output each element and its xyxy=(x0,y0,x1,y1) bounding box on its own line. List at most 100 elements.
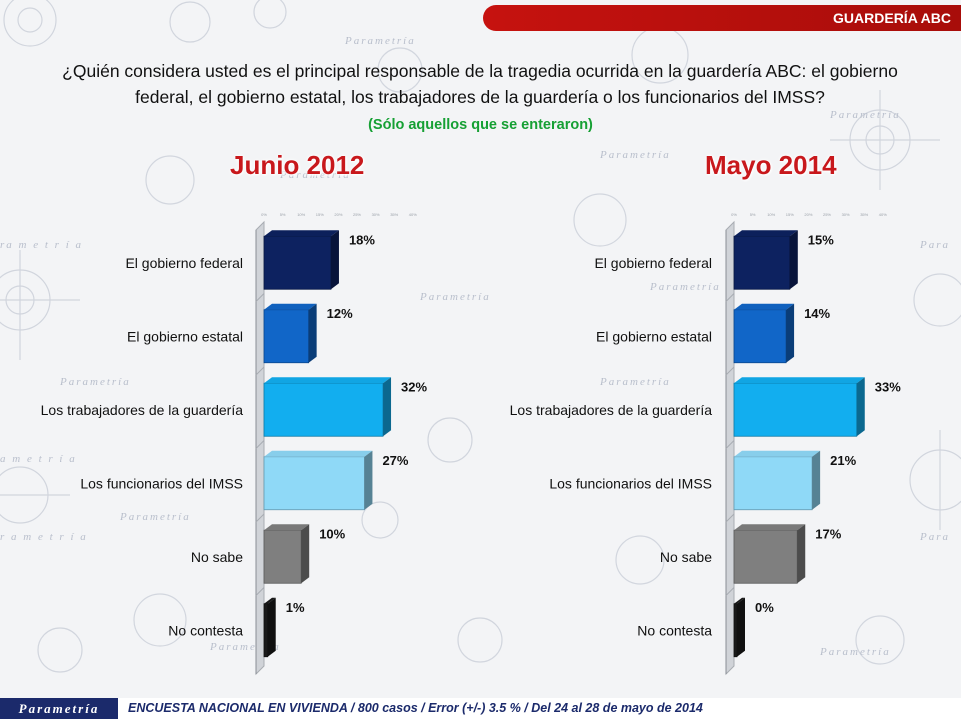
bar-side-face xyxy=(812,450,821,510)
filter-note: (Sólo aquellos que se enteraron) xyxy=(368,117,593,133)
bar-top-face xyxy=(264,450,373,457)
chart-tick-label: 20% xyxy=(804,212,812,217)
bar-1-3 xyxy=(733,456,813,511)
bar-0-2 xyxy=(263,382,384,437)
bar-side-face xyxy=(301,524,310,584)
bar-top-face xyxy=(734,450,821,457)
bar-side-face xyxy=(789,230,798,290)
category-label: Los funcionarios del IMSS xyxy=(80,475,243,491)
chart-tick-label: 35% xyxy=(860,212,868,217)
value-label: 0% xyxy=(755,600,774,615)
svg-text:Parametría: Parametría xyxy=(279,169,351,181)
chart-row-divider xyxy=(725,293,735,302)
svg-text:r a m e t r í a: r a m e t r í a xyxy=(0,531,88,543)
bar-0-5 xyxy=(263,603,269,658)
bar-charts: 0% 5% 10% 15% 20% 25% 30% 35% 40% El gobierno fed… xyxy=(41,212,901,676)
footer-bar: Parametría ENCUESTA NACIONAL EN VIVIENDA… xyxy=(0,698,961,721)
svg-text:Parametría: Parametría xyxy=(119,511,191,523)
bar-top-face xyxy=(734,377,865,384)
bar-1-2 xyxy=(733,382,858,437)
chart-row-divider xyxy=(255,366,265,376)
chart-tick-label: 35% xyxy=(390,212,398,217)
chart-tick-label: 25% xyxy=(823,212,831,217)
category-label: El gobierno federal xyxy=(125,255,243,271)
category-label: Los funcionarios del IMSS xyxy=(549,475,712,491)
value-label: 1% xyxy=(286,600,305,615)
category-label: No sabe xyxy=(660,549,712,565)
bar-side-face xyxy=(330,230,339,290)
chart-tick-label: 10% xyxy=(297,212,305,217)
svg-text:Parametría: Parametría xyxy=(344,35,416,47)
bar-top-face xyxy=(264,303,317,310)
bar-0-3 xyxy=(263,456,365,511)
value-label: 12% xyxy=(327,306,353,321)
chart-row-divider xyxy=(725,587,735,596)
chart-title-junio-2012: Junio 2012 xyxy=(230,150,365,180)
chart-tick-label: 30% xyxy=(372,212,380,217)
bar-top-face xyxy=(264,377,392,384)
bar-1-0 xyxy=(733,235,791,290)
svg-text:Parametría: Parametría xyxy=(819,646,891,658)
chart-tick-label: 30% xyxy=(842,212,850,217)
category-label: El gobierno estatal xyxy=(596,328,712,344)
category-label: Los trabajadores de la guardería xyxy=(510,402,713,418)
chart-tick-label: 40% xyxy=(879,212,887,217)
chart-title-mayo-2014: Mayo 2014 xyxy=(705,150,837,180)
category-label: El gobierno estatal xyxy=(127,328,243,344)
bar-side-face xyxy=(797,524,806,584)
bar-top-face xyxy=(264,597,276,604)
bar-side-face xyxy=(856,377,865,437)
value-label: 27% xyxy=(382,453,408,468)
bar-top-face xyxy=(734,524,806,531)
bar-0-1 xyxy=(263,309,310,364)
chart-tick-label: 20% xyxy=(334,212,342,217)
chart-tick-label: 0% xyxy=(261,212,267,217)
value-label: 21% xyxy=(830,453,856,468)
chart-tick-label: 15% xyxy=(316,212,324,217)
category-label: El gobierno federal xyxy=(594,255,712,271)
bar-top-face xyxy=(264,524,310,531)
category-label: No sabe xyxy=(191,549,243,565)
value-label: 15% xyxy=(808,232,834,247)
bar-1-1 xyxy=(733,309,787,364)
bar-0-4 xyxy=(263,529,302,584)
value-label: 10% xyxy=(319,526,345,541)
svg-text:Parametría: Parametría xyxy=(599,376,671,388)
chart-row-divider xyxy=(255,440,265,449)
header-section-tag: GUARDERÍA ABC xyxy=(483,5,961,31)
chart-row-divider xyxy=(255,587,265,596)
survey-methodology: ENCUESTA NACIONAL EN VIVIENDA / 800 caso… xyxy=(128,701,703,715)
survey-question: ¿Quién considera usted es el principal r… xyxy=(62,61,898,107)
svg-text:Parametría: Parametría xyxy=(829,109,901,121)
svg-text:a m e t r í a: a m e t r í a xyxy=(0,453,77,465)
chart-tick-label: 10% xyxy=(767,212,775,217)
chart-row-divider xyxy=(725,440,735,449)
chart-tick-label: 40% xyxy=(409,212,417,217)
bar-1-5 xyxy=(733,603,738,658)
bar-side-face xyxy=(364,450,373,510)
chart-row-divider xyxy=(725,366,735,376)
bar-side-face xyxy=(267,597,276,657)
value-label: 33% xyxy=(875,379,901,394)
svg-text:ra m e t r í a: ra m e t r í a xyxy=(0,239,83,251)
chart-tick-label: 0% xyxy=(731,212,737,217)
svg-text:Parametría: Parametría xyxy=(649,281,721,293)
bar-side-face xyxy=(737,597,745,657)
bar-1-4 xyxy=(733,529,798,584)
svg-text:Para: Para xyxy=(919,531,950,543)
value-label: 32% xyxy=(401,379,427,394)
svg-text:Parametría: Parametría xyxy=(599,149,671,161)
chart-tick-label: 15% xyxy=(786,212,794,217)
bar-side-face xyxy=(308,303,317,363)
value-label: 18% xyxy=(349,232,375,247)
chart-tick-label: 5% xyxy=(750,212,756,217)
category-label: No contesta xyxy=(168,622,243,638)
bar-side-face xyxy=(786,303,795,363)
chart-tick-label: 25% xyxy=(353,212,361,217)
bar-top-face xyxy=(734,303,795,310)
bar-top-face xyxy=(734,230,798,237)
bar-0-0 xyxy=(263,235,332,290)
chart-tick-label: 5% xyxy=(280,212,286,217)
bar-top-face xyxy=(264,230,339,237)
chart-row-divider xyxy=(725,513,735,523)
